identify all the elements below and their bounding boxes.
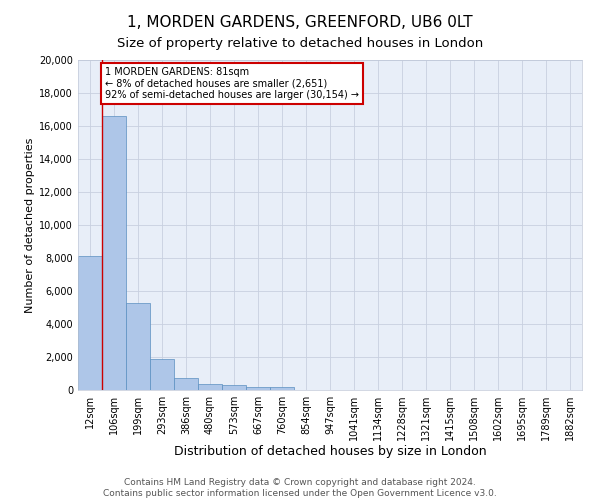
X-axis label: Distribution of detached houses by size in London: Distribution of detached houses by size … bbox=[173, 444, 487, 458]
Text: Contains HM Land Registry data © Crown copyright and database right 2024.
Contai: Contains HM Land Registry data © Crown c… bbox=[103, 478, 497, 498]
Bar bbox=[102, 116, 126, 390]
Y-axis label: Number of detached properties: Number of detached properties bbox=[25, 138, 35, 312]
Bar bbox=[246, 386, 270, 390]
Bar bbox=[174, 378, 198, 390]
Bar bbox=[126, 302, 150, 390]
Bar bbox=[150, 360, 174, 390]
Bar bbox=[222, 386, 246, 390]
Bar bbox=[198, 384, 222, 390]
Bar bbox=[270, 387, 294, 390]
Text: 1, MORDEN GARDENS, GREENFORD, UB6 0LT: 1, MORDEN GARDENS, GREENFORD, UB6 0LT bbox=[127, 15, 473, 30]
Bar bbox=[78, 256, 102, 390]
Text: Size of property relative to detached houses in London: Size of property relative to detached ho… bbox=[117, 38, 483, 51]
Text: 1 MORDEN GARDENS: 81sqm
← 8% of detached houses are smaller (2,651)
92% of semi-: 1 MORDEN GARDENS: 81sqm ← 8% of detached… bbox=[105, 66, 359, 100]
